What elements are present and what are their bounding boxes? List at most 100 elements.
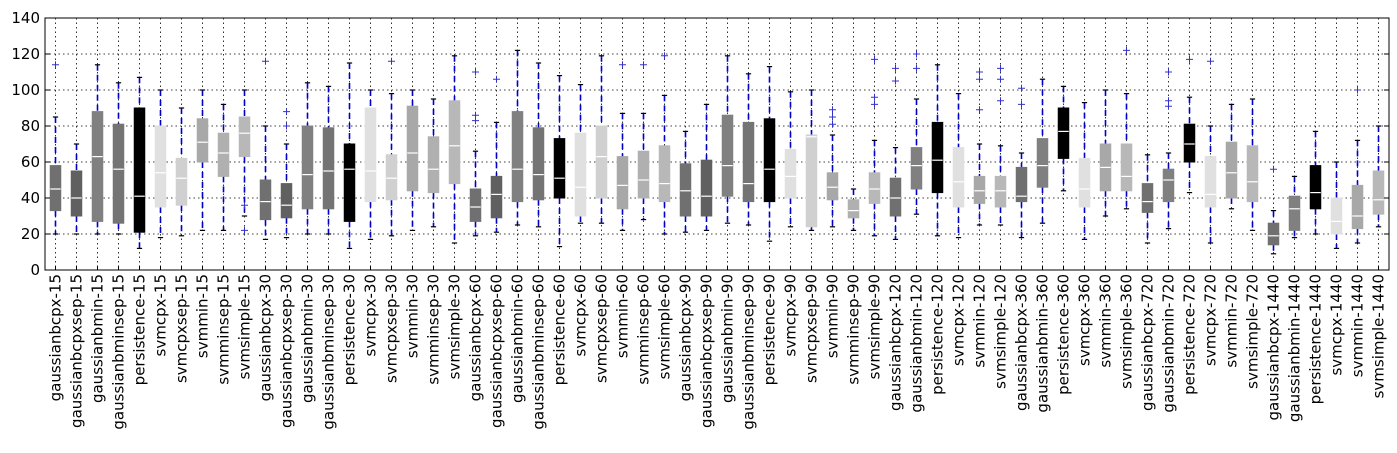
x-tick-label: gaussianbmin-1440 [1286, 274, 1304, 422]
box [406, 105, 419, 192]
outlier-marker [472, 68, 479, 76]
x-tick-label: svmcpx-90 [782, 274, 800, 356]
box [868, 172, 881, 204]
box-group [91, 64, 104, 235]
box-group [1204, 57, 1217, 244]
outlier-marker [1354, 86, 1361, 94]
box-group [259, 57, 272, 240]
box-group [847, 188, 860, 231]
outlier-marker [871, 93, 878, 101]
box [1330, 197, 1343, 235]
box-group [805, 89, 818, 231]
x-tick-label: svmminsep-60 [635, 274, 653, 385]
box [574, 132, 587, 217]
y-tick-label: 120 [11, 45, 40, 63]
x-tick-label: gaussianbcpx-60 [467, 274, 485, 401]
box-group [553, 74, 566, 248]
outlier-marker [871, 55, 878, 63]
x-axis: gaussianbcpx-15 gaussianbcpxsep-15 gaussia… [47, 266, 1388, 430]
outlier-marker [976, 106, 983, 114]
box [931, 121, 944, 194]
outlier-marker [472, 111, 479, 119]
box-group [1120, 46, 1133, 210]
x-tick-label: persistence-1440 [1307, 274, 1325, 404]
box-group [1225, 103, 1238, 210]
box [343, 143, 356, 222]
outlier-marker [1270, 165, 1277, 173]
x-tick-label: svmcpxsep-15 [173, 274, 191, 383]
outlier-marker [52, 61, 59, 69]
x-tick-label: gaussianbcpx-15 [47, 274, 65, 401]
x-tick-label: svmminsep-30 [425, 274, 443, 385]
outlier-marker [976, 75, 983, 83]
x-tick-label: gaussianbcpx-720 [1139, 274, 1157, 411]
outlier-marker [976, 68, 983, 76]
y-tick-label: 100 [11, 81, 40, 99]
box [1246, 145, 1259, 203]
box [1225, 141, 1238, 199]
outlier-marker [997, 64, 1004, 72]
x-tick-label: gaussianbcpx-360 [1013, 274, 1031, 411]
box [595, 125, 608, 199]
box-group [238, 89, 251, 234]
x-tick-label: svmmin-720 [1223, 274, 1241, 368]
outlier-marker [493, 75, 500, 83]
box-group [637, 61, 650, 221]
box [448, 100, 461, 185]
box [427, 136, 440, 194]
x-tick-label: svmsimple-15 [236, 274, 254, 379]
outlier-marker [892, 77, 899, 85]
x-tick-label: persistence-90 [761, 274, 779, 385]
box [910, 147, 923, 190]
box [700, 159, 713, 217]
box [742, 121, 755, 203]
outlier-marker [1123, 46, 1130, 54]
box [511, 111, 524, 203]
box-group [322, 85, 335, 235]
box [1078, 157, 1091, 208]
x-tick-label: svmmin-120 [971, 274, 989, 368]
box [805, 134, 818, 228]
x-tick-label: svmcpx-15 [152, 274, 170, 356]
box [49, 165, 62, 212]
outlier-marker [241, 201, 248, 209]
box [301, 125, 314, 210]
box [196, 118, 209, 163]
box [952, 147, 965, 208]
x-tick-label: svmsimple-90 [866, 274, 884, 379]
box-group [952, 92, 965, 239]
box [1351, 184, 1364, 230]
box [385, 154, 398, 201]
x-tick-label: gaussianbminsep-60 [530, 274, 548, 430]
box-group [112, 82, 125, 235]
y-tick-label: 80 [21, 117, 40, 135]
box-group [1330, 161, 1343, 249]
outlier-marker [241, 226, 248, 234]
box [91, 111, 104, 222]
box [469, 188, 482, 222]
x-tick-label: svmcpxsep-30 [383, 274, 401, 383]
x-tick-label: svmcpx-120 [950, 274, 968, 366]
box-group [1267, 165, 1280, 255]
x-tick-label: svmmin-360 [1097, 274, 1115, 368]
box [217, 132, 230, 177]
box [994, 175, 1007, 208]
box [133, 107, 146, 233]
box-group [973, 68, 986, 226]
box-group [994, 64, 1007, 226]
box [259, 179, 272, 221]
box-group [1078, 101, 1091, 240]
x-tick-label: svmsimple-60 [656, 274, 674, 379]
outlier-marker [388, 57, 395, 65]
x-tick-label: persistence-360 [1055, 274, 1073, 395]
outlier-marker [283, 122, 290, 130]
x-tick-label: gaussianbcpxsep-90 [698, 274, 716, 428]
box [490, 175, 503, 219]
box [238, 116, 251, 158]
box-group [742, 73, 755, 226]
x-tick-label: gaussianbcpxsep-60 [488, 274, 506, 428]
box-group [679, 130, 692, 233]
plot-frame [44, 17, 1390, 271]
box [553, 138, 566, 199]
